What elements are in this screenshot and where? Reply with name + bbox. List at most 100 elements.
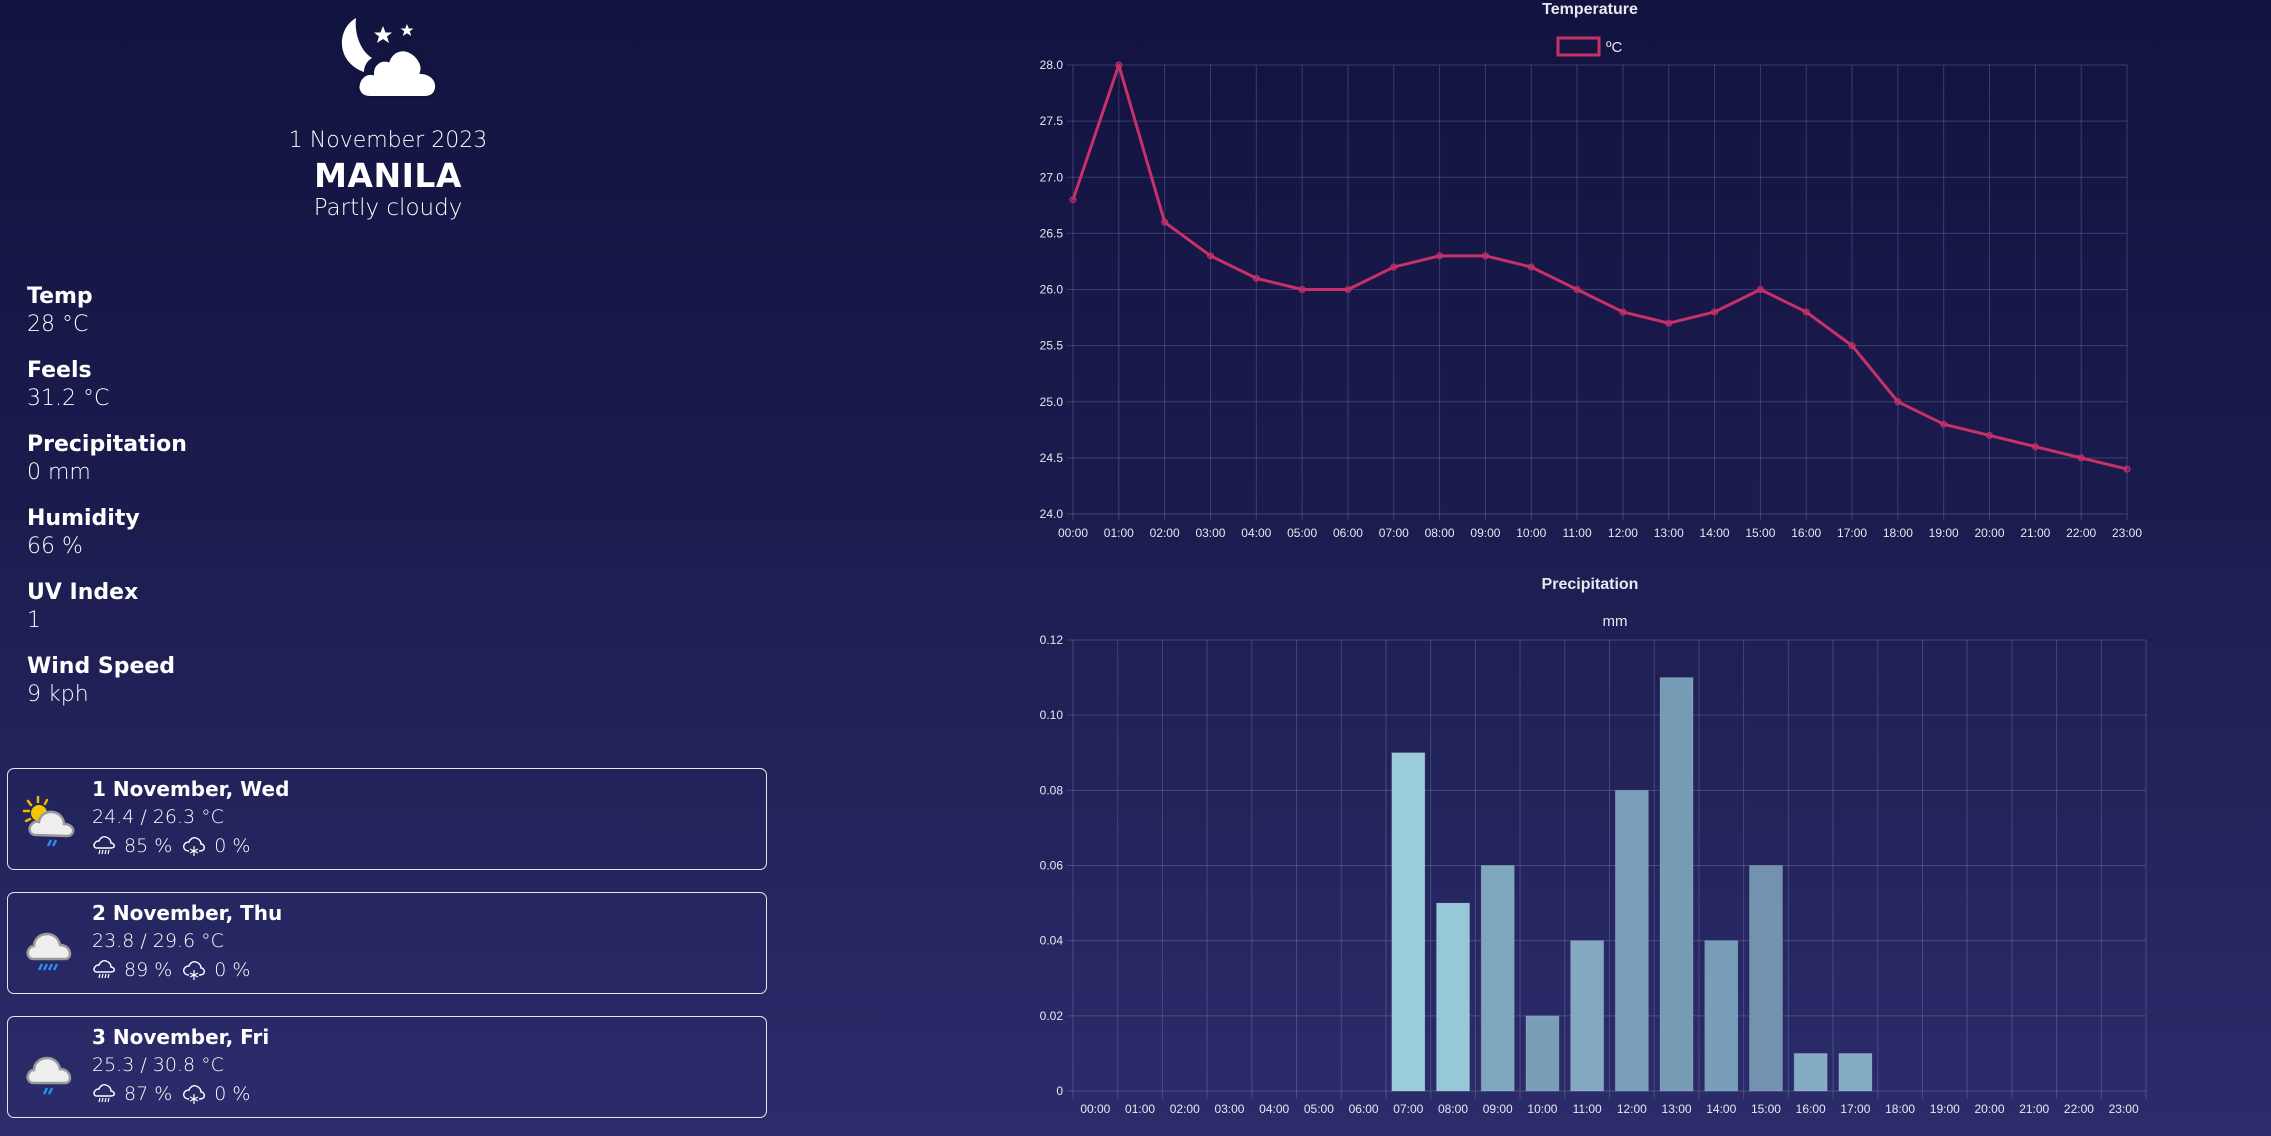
data-point[interactable] — [1252, 274, 1260, 282]
stat-label: Humidity — [27, 506, 140, 531]
data-point[interactable] — [2031, 443, 2039, 451]
data-point[interactable] — [1802, 308, 1810, 316]
stat-value: 28 °C — [27, 312, 89, 337]
x-tick-label: 19:00 — [1930, 1102, 1960, 1116]
city-name: MANILA — [314, 156, 462, 195]
y-tick-label: 28.0 — [1040, 58, 1064, 72]
rain-chance-value: 87 % — [124, 1083, 173, 1105]
x-tick-label: 08:00 — [1425, 526, 1455, 540]
x-tick-label: 03:00 — [1214, 1102, 1244, 1116]
forecast-card[interactable]: 2 November, Thu 23.8 / 29.6 °C 89 % 0 % — [7, 892, 767, 994]
legend-label[interactable]: ºC — [1606, 39, 1622, 56]
x-tick-label: 22:00 — [2064, 1102, 2094, 1116]
data-point[interactable] — [1115, 61, 1123, 69]
forecast-card[interactable]: 3 November, Fri 25.3 / 30.8 °C 87 % 0 % — [7, 1016, 767, 1118]
precipitation-bar[interactable] — [1480, 865, 1515, 1092]
stat-uv-index: UV Index 1 — [27, 579, 187, 653]
data-point[interactable] — [2123, 465, 2131, 473]
forecast-probabilities: 89 % 0 % — [92, 959, 260, 981]
precipitation-bar[interactable] — [1614, 789, 1649, 1092]
y-tick-label: 0.10 — [1040, 708, 1064, 722]
data-point[interactable] — [1481, 252, 1489, 260]
temperature-chart: Temperature ºC 24.0 24.5 25.0 25.5 26.0 26.5 27.… — [1040, 1, 2143, 540]
forecast-date: 2 November, Thu — [92, 901, 283, 925]
data-point[interactable] — [1711, 308, 1719, 316]
current-weather-panel: 1 November 2023 MANILA Partly cloudy Tem… — [0, 0, 780, 1136]
cloud-heavy-rain-icon — [26, 932, 72, 971]
data-point[interactable] — [1940, 420, 1948, 428]
data-point[interactable] — [1069, 196, 1077, 204]
forecast-probabilities: 87 % 0 % — [92, 1083, 260, 1105]
data-point[interactable] — [1527, 263, 1535, 271]
forecast-temps: 23.8 / 29.6 °C — [92, 930, 224, 952]
x-tick-label: 01:00 — [1104, 526, 1134, 540]
precipitation-bar[interactable] — [1391, 752, 1426, 1092]
x-tick-label: 23:00 — [2112, 526, 2142, 540]
y-tick-label: 27.0 — [1040, 170, 1064, 184]
y-tick-label: 0.02 — [1040, 1009, 1064, 1023]
rain-chance-icon — [93, 960, 115, 979]
snow-chance-icon — [183, 961, 206, 980]
snow-chance-value: 0 % — [214, 1083, 251, 1105]
x-tick-label: 06:00 — [1349, 1102, 1379, 1116]
stat-value: 31.2 °C — [27, 386, 110, 411]
x-tick-label: 19:00 — [1929, 526, 1959, 540]
precipitation-bar[interactable] — [1659, 677, 1694, 1092]
current-date: 1 November 2023 — [288, 128, 488, 153]
precipitation-bar[interactable] — [1570, 940, 1605, 1092]
x-tick-label: 07:00 — [1379, 526, 1409, 540]
current-stats: Temp 28 °C Feels 31.2 °C Precipitation 0… — [27, 283, 187, 727]
precipitation-bar[interactable] — [1525, 1015, 1560, 1092]
data-point[interactable] — [1894, 398, 1902, 406]
y-tick-label: 0 — [1056, 1084, 1063, 1098]
x-tick-label: 18:00 — [1883, 526, 1913, 540]
data-point[interactable] — [1619, 308, 1627, 316]
data-point[interactable] — [1344, 286, 1352, 293]
legend-swatch[interactable] — [1556, 36, 1601, 57]
legend-label[interactable]: mm — [1603, 613, 1628, 630]
rain-chance-icon — [93, 836, 115, 855]
data-point[interactable] — [1298, 286, 1306, 293]
stat-value: 1 — [27, 608, 41, 633]
precipitation-bar[interactable] — [1748, 865, 1783, 1092]
y-tick-label: 0.08 — [1040, 783, 1064, 797]
data-point[interactable] — [1665, 319, 1673, 327]
y-tick-label: 24.0 — [1040, 507, 1064, 521]
x-tick-label: 15:00 — [1745, 526, 1775, 540]
stat-label: Temp — [27, 284, 93, 309]
snow-chance-icon — [183, 837, 206, 856]
x-tick-label: 05:00 — [1287, 526, 1317, 540]
data-point[interactable] — [1756, 286, 1764, 293]
data-point[interactable] — [1573, 286, 1581, 293]
data-point[interactable] — [1390, 263, 1398, 271]
y-tick-label: 26.0 — [1040, 283, 1064, 297]
y-tick-label: 25.0 — [1040, 395, 1064, 409]
data-point[interactable] — [2077, 454, 2085, 462]
snow-chance-value: 0 % — [214, 959, 251, 981]
x-tick-label: 17:00 — [1837, 526, 1867, 540]
data-point[interactable] — [1436, 252, 1444, 260]
data-point[interactable] — [1986, 431, 1994, 439]
x-tick-label: 11:00 — [1563, 526, 1592, 540]
precipitation-bar[interactable] — [1436, 902, 1471, 1092]
data-point[interactable] — [1161, 218, 1169, 226]
cloud-light-rain-icon — [26, 1056, 72, 1095]
precipitation-bar[interactable] — [1704, 940, 1739, 1092]
precipitation-bar[interactable] — [1793, 1052, 1828, 1092]
stat-label: Feels — [27, 358, 92, 383]
x-tick-label: 10:00 — [1527, 1102, 1557, 1116]
precipitation-bar[interactable] — [1838, 1052, 1873, 1092]
stat-wind-speed: Wind Speed 9 kph — [27, 653, 187, 727]
x-tick-label: 09:00 — [1483, 1102, 1513, 1116]
forecast-probabilities: 85 % 0 % — [92, 835, 260, 857]
forecast-card[interactable]: 1 November, Wed 24.4 / 26.3 °C 85 % 0 % — [7, 768, 767, 870]
y-tick-label: 0.06 — [1040, 859, 1064, 873]
stat-temp: Temp 28 °C — [27, 283, 187, 357]
data-point[interactable] — [1848, 342, 1856, 350]
x-tick-label: 21:00 — [2020, 526, 2050, 540]
x-tick-label: 10:00 — [1516, 526, 1546, 540]
x-tick-label: 00:00 — [1058, 526, 1088, 540]
data-point[interactable] — [1206, 252, 1214, 260]
x-tick-label: 22:00 — [2066, 526, 2096, 540]
